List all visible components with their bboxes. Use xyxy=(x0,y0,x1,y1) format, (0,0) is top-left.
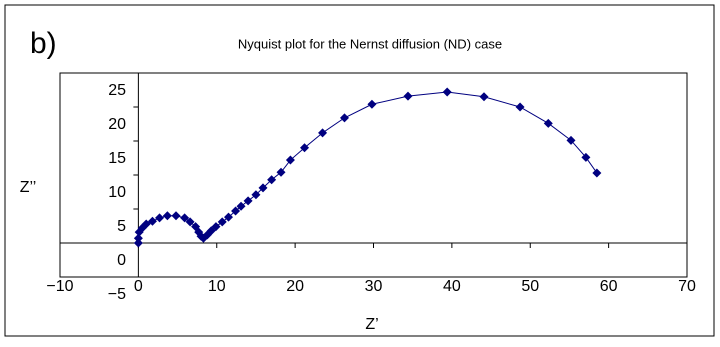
data-point xyxy=(224,212,234,222)
data-point xyxy=(267,175,277,185)
data-point xyxy=(318,128,328,138)
x-tick-label: 50 xyxy=(521,278,539,295)
data-point xyxy=(231,206,241,216)
data-point xyxy=(276,167,286,177)
series-line xyxy=(137,91,598,243)
data-point xyxy=(171,211,181,221)
data-point xyxy=(442,87,452,97)
data-point xyxy=(515,102,525,112)
y-tick-label: 15 xyxy=(108,150,126,167)
x-tick-label: 10 xyxy=(208,278,226,295)
y-tick-label: 5 xyxy=(117,218,126,235)
y-tick-label: −5 xyxy=(108,286,126,303)
x-tick-label: 40 xyxy=(443,278,461,295)
data-point xyxy=(155,213,165,223)
data-point xyxy=(479,92,489,102)
data-point xyxy=(147,216,157,226)
data-point xyxy=(133,233,143,243)
plot-area xyxy=(59,72,688,278)
x-axis-label: Z’ xyxy=(365,316,378,333)
data-point xyxy=(285,155,295,165)
data-point xyxy=(243,196,253,206)
data-point xyxy=(581,152,591,162)
data-point xyxy=(367,99,377,109)
data-point xyxy=(180,213,190,223)
data-point xyxy=(543,118,553,128)
x-tick-label: 0 xyxy=(134,278,143,295)
data-point xyxy=(133,238,143,248)
data-point xyxy=(300,143,310,153)
panel-label: b) xyxy=(30,27,57,60)
x-tick-label: 30 xyxy=(365,278,383,295)
y-tick-label: 25 xyxy=(108,82,126,99)
data-point xyxy=(566,135,576,145)
data-point xyxy=(258,183,268,193)
chart-title: Nyquist plot for the Nernst diffusion (N… xyxy=(238,36,502,51)
data-point xyxy=(211,222,221,232)
x-tick-label: 20 xyxy=(286,278,304,295)
y-tick-label: 20 xyxy=(108,116,126,133)
data-point xyxy=(403,91,413,101)
x-tick-label: −10 xyxy=(46,278,73,295)
y-tick-label: 10 xyxy=(108,184,126,201)
data-point xyxy=(592,168,602,178)
x-tick-label: 60 xyxy=(600,278,618,295)
data-point xyxy=(185,217,195,227)
frame xyxy=(4,4,715,337)
y-tick-label: 0 xyxy=(117,252,126,269)
y-axis-label: Z’’ xyxy=(20,179,37,196)
data-point xyxy=(217,217,227,227)
data-point xyxy=(162,211,172,221)
data-point xyxy=(251,190,261,200)
data-point xyxy=(236,201,246,211)
data-point xyxy=(340,113,350,123)
x-tick-label: 70 xyxy=(678,278,696,295)
